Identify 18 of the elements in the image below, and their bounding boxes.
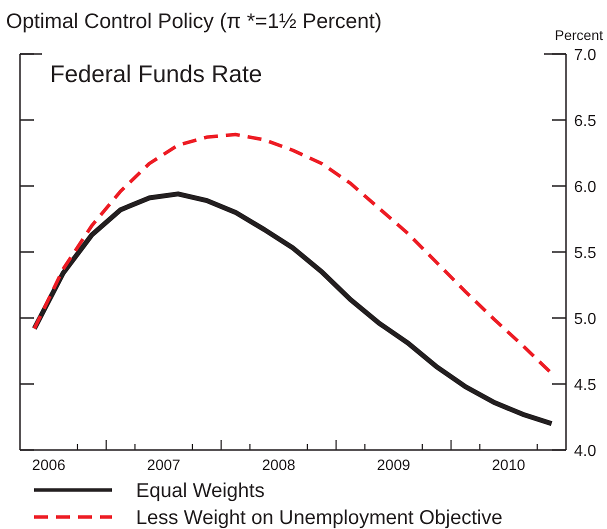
y-tick-label: 5.0 (574, 311, 596, 328)
y-tick-label: 4.0 (574, 443, 596, 460)
x-tick-label: 2009 (376, 457, 410, 474)
x-tick-label: 2010 (492, 457, 526, 474)
x-tick-label: 2006 (32, 457, 66, 474)
y-tick-label: 4.5 (574, 377, 596, 394)
annotation: Federal Funds Rate (50, 61, 262, 88)
y-tick-label: 6.5 (574, 113, 596, 130)
chart-title: Optimal Control Policy (π *=1½ Percent) (6, 10, 382, 33)
legend-label: Equal Weights (136, 480, 265, 502)
line-series (32, 132, 554, 376)
y-tick-label: 7.0 (574, 47, 596, 64)
x-tick-label: 2008 (262, 457, 296, 474)
x-tick-label: 2007 (146, 457, 180, 474)
legend-label: Less Weight on Unemployment Objective (136, 507, 502, 529)
y-tick-label: 5.5 (574, 245, 596, 262)
y-tick-label: 6.0 (574, 179, 596, 196)
y-axis-title: Percent (554, 27, 604, 43)
